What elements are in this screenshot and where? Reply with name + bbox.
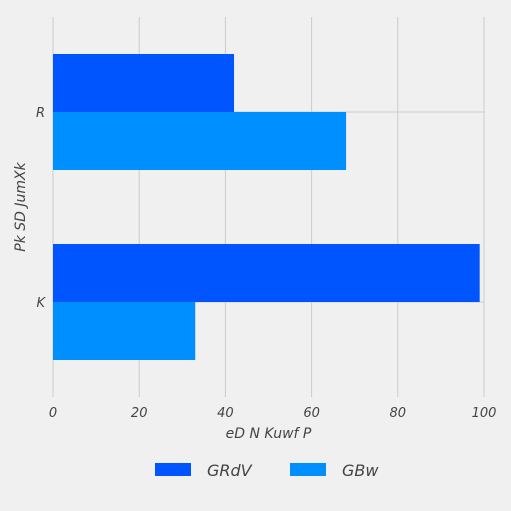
x-tick-label: 100 — [472, 406, 497, 421]
x-axis-title: eD N Kuwf P — [226, 426, 312, 442]
y-tick-labels: RK — [36, 106, 47, 311]
bar-GRdV-K — [53, 244, 480, 302]
y-tick-label: R — [36, 106, 45, 121]
bar-GBw-R — [53, 112, 347, 170]
bar-GBw-K — [53, 302, 196, 360]
x-tick-label: 40 — [217, 406, 234, 421]
legend-swatch-GBw — [290, 463, 326, 476]
legend-label-GBw: GBw — [342, 461, 379, 480]
legend-label-GRdV: GRdV — [207, 461, 253, 480]
x-tick-label: 60 — [303, 406, 320, 421]
bars — [53, 54, 480, 360]
legend: GRdV GBw — [155, 461, 379, 480]
bar-GRdV-R — [53, 54, 235, 112]
x-tick-label: 80 — [390, 406, 407, 421]
x-tick-label: 20 — [131, 406, 148, 421]
y-tick-label: K — [36, 296, 46, 311]
y-axis-title: Pk SD JumXk — [13, 161, 29, 251]
legend-swatch-GRdV — [155, 463, 191, 476]
x-tick-labels: 0 20 40 60 80 100 — [49, 406, 497, 421]
x-tick-label: 0 — [49, 406, 57, 421]
